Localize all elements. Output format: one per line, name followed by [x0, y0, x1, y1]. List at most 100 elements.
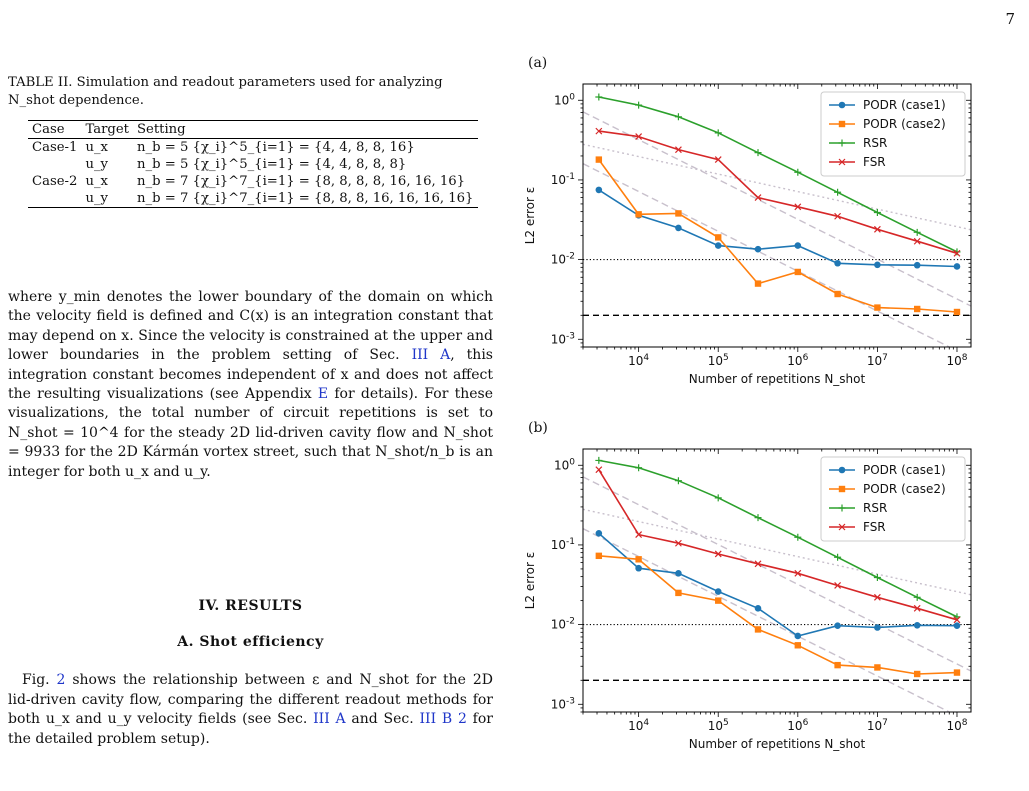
- data-point: [754, 245, 762, 253]
- series-line: [598, 130, 958, 255]
- legend-label: PODR (case2): [863, 117, 946, 131]
- text-run: Fig.: [22, 672, 57, 688]
- data-point: [913, 670, 921, 678]
- data-point: [595, 93, 603, 101]
- table-cell-target: u_x: [85, 174, 108, 189]
- section-link[interactable]: III A: [411, 347, 451, 364]
- legend-marker: [838, 101, 846, 109]
- legend-marker: [838, 466, 846, 474]
- data-point: [754, 149, 762, 157]
- data-point: [674, 113, 682, 121]
- data-point: [635, 556, 642, 563]
- text-run: denotes the lower boundary of the domain…: [8, 289, 494, 364]
- legend-box: [820, 91, 966, 177]
- text-run: shows the relationship between ε and N_s…: [8, 672, 493, 728]
- data-point: [675, 539, 682, 547]
- table-cell-target: u_y: [85, 191, 108, 206]
- data-point: [794, 642, 802, 649]
- data-point: [834, 212, 842, 220]
- x-tick-label: 104: [628, 353, 649, 368]
- figure-link[interactable]: 2: [56, 672, 66, 688]
- data-point: [754, 194, 762, 202]
- data-point: [874, 664, 881, 671]
- text-run: and Sec.: [345, 711, 420, 728]
- table-cell-case: Case-1: [32, 140, 78, 155]
- x-axis-label: Number of repetitions N_shot: [689, 372, 866, 386]
- data-point: [834, 622, 841, 629]
- y-tick-label: 10-2: [551, 252, 575, 267]
- data-point: [913, 604, 921, 612]
- y-tick-label: 10-1: [551, 537, 575, 552]
- data-point: [635, 211, 642, 218]
- data-point: [714, 550, 722, 558]
- plot-frame: [582, 83, 972, 348]
- data-point: [674, 477, 682, 485]
- legend-label: FSR: [863, 155, 886, 169]
- x-tick-label: 108: [946, 353, 967, 368]
- text-run: for the detailed problem setup).: [8, 711, 493, 747]
- data-point: [794, 203, 802, 211]
- data-point: [754, 560, 762, 568]
- appendix-link[interactable]: E: [317, 386, 329, 403]
- guide-line-fsr: [583, 143, 971, 231]
- x-tick-label: 105: [708, 353, 729, 368]
- text-run: for details). For these visualizations, …: [8, 386, 494, 480]
- data-point: [794, 569, 802, 577]
- data-point: [794, 533, 802, 541]
- data-point: [754, 514, 762, 522]
- data-point: [635, 464, 643, 472]
- column-header-target: Target: [85, 122, 129, 137]
- y-tick-label: 10-3: [551, 331, 575, 346]
- series-line: [598, 96, 958, 253]
- legend-label: RSR: [863, 136, 887, 150]
- series-line: [598, 459, 958, 618]
- data-point: [754, 280, 762, 287]
- data-point: [635, 564, 642, 572]
- x-tick-label: 104: [628, 718, 649, 733]
- series-line: [598, 555, 958, 675]
- data-point: [953, 263, 961, 270]
- panel-label-b: (b): [528, 420, 548, 436]
- legend-marker: [838, 485, 846, 493]
- data-point: [794, 632, 802, 640]
- data-point: [714, 242, 722, 249]
- table-caption: TABLE II. Simulation and readout paramet…: [8, 75, 443, 108]
- data-point: [595, 456, 603, 464]
- data-point: [873, 593, 881, 601]
- table-row: Case-2 u_x n_b = 7 {χ_i}^7_{i=1} = {8, 8…: [28, 173, 478, 190]
- data-point: [635, 531, 643, 538]
- section-link[interactable]: III A: [313, 711, 346, 728]
- data-point: [874, 304, 881, 311]
- table-row: u_y n_b = 5 {χ_i}^5_{i=1} = {4, 4, 8, 8,…: [28, 156, 478, 173]
- column-header-case: Case: [32, 122, 65, 137]
- data-point: [913, 593, 921, 601]
- data-point: [794, 242, 802, 249]
- data-point: [953, 616, 961, 624]
- section-link[interactable]: III B 2: [419, 711, 467, 728]
- data-point: [834, 661, 841, 669]
- y-axis-label: L2 error ε: [523, 187, 537, 245]
- table-cell-case: Case-2: [32, 174, 78, 189]
- table-cell-setting: n_b = 7 {χ_i}^7_{i=1} = {8, 8, 8, 16, 16…: [137, 191, 474, 206]
- data-point: [714, 494, 722, 502]
- data-point: [714, 588, 722, 595]
- legend-label: RSR: [863, 501, 887, 515]
- data-point: [913, 622, 921, 629]
- plot-frame: [582, 448, 972, 713]
- column-header-setting: Setting: [137, 122, 186, 137]
- data-point: [913, 261, 921, 269]
- x-axis-label: Number of repetitions N_shot: [689, 737, 866, 751]
- x-tick-label: 107: [867, 353, 888, 368]
- data-point: [913, 305, 921, 313]
- data-point: [675, 224, 682, 232]
- table-header-row: Case Target Setting: [28, 120, 478, 139]
- text-run: y_min: [58, 289, 101, 305]
- data-point: [675, 589, 682, 597]
- series-line: [598, 469, 958, 621]
- y-tick-label: 10-3: [551, 696, 575, 711]
- x-tick-label: 106: [787, 718, 808, 733]
- data-point: [715, 597, 722, 604]
- data-point: [754, 605, 762, 612]
- data-point: [714, 156, 722, 164]
- data-point: [794, 268, 802, 276]
